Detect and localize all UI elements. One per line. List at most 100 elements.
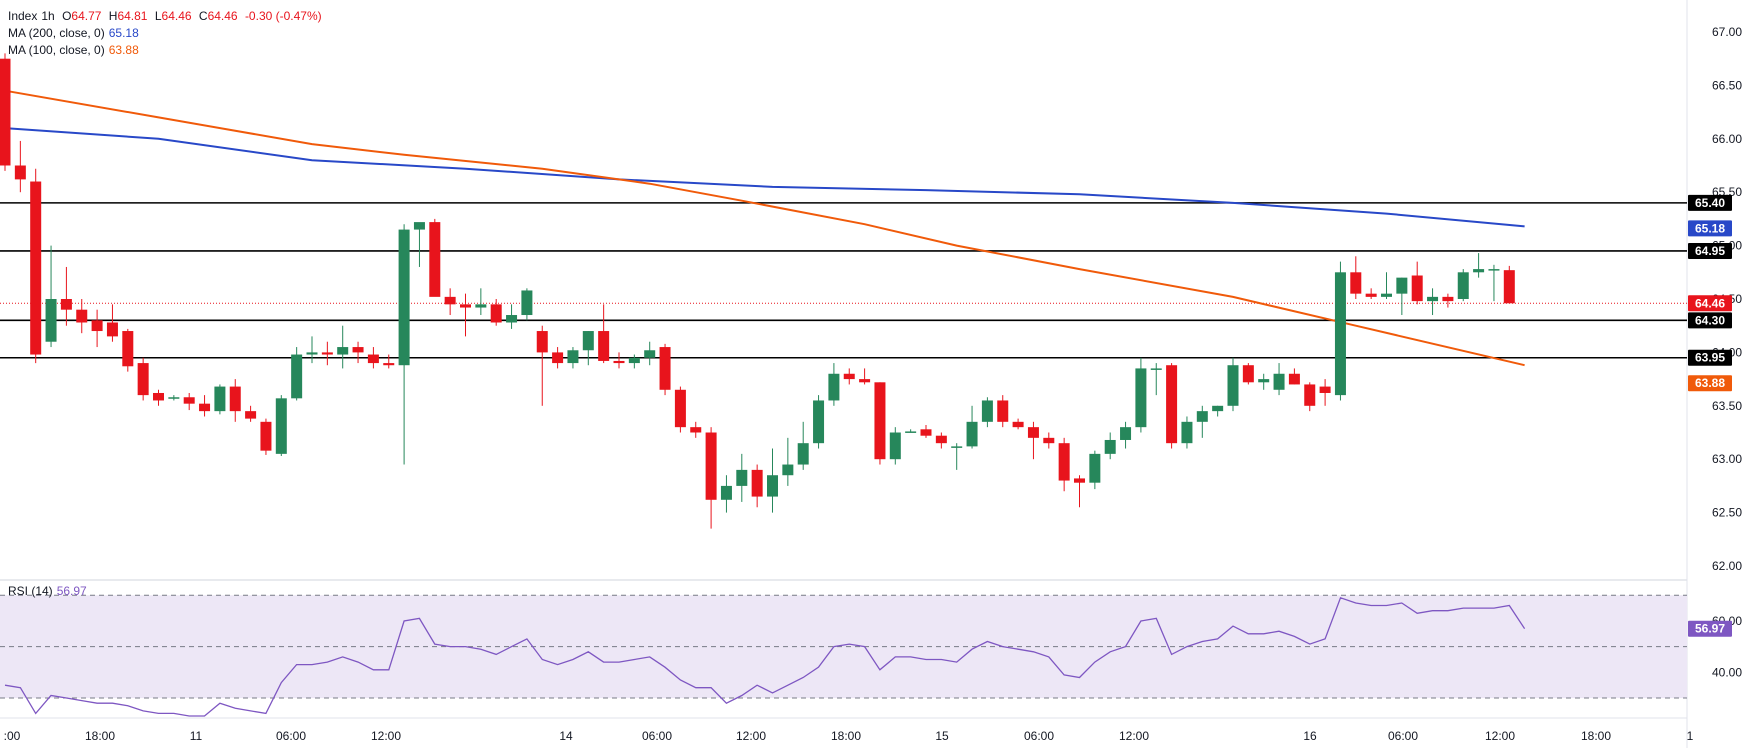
candle — [951, 443, 963, 470]
candle — [1150, 363, 1162, 396]
candle — [751, 464, 763, 508]
ma200-value: 65.18 — [108, 26, 139, 40]
candle — [1043, 432, 1055, 449]
candle-body — [1027, 427, 1039, 438]
candle-body — [1242, 365, 1254, 383]
candle — [460, 293, 471, 337]
candle — [45, 245, 57, 348]
candle — [874, 382, 886, 465]
level-tag-text: 64.30 — [1695, 313, 1725, 327]
candle-body — [429, 222, 441, 297]
candle — [1319, 379, 1331, 406]
candle-body — [398, 229, 410, 366]
candle — [153, 389, 164, 406]
candle — [1120, 421, 1132, 449]
candle — [1488, 264, 1500, 302]
candle-body — [1319, 386, 1331, 393]
time-tick-label: 06:00 — [1388, 729, 1418, 743]
candle — [1273, 363, 1285, 396]
time-tick-label: 12:00 — [736, 729, 766, 743]
candle-body — [1411, 275, 1423, 302]
candle-body — [521, 290, 533, 316]
candle-body — [1150, 368, 1162, 370]
candle-body — [183, 397, 195, 404]
time-tick-label: 16 — [1303, 729, 1317, 743]
candle — [843, 368, 855, 385]
candle — [1503, 265, 1515, 304]
candle — [429, 218, 441, 297]
candle-body — [337, 347, 349, 355]
candle — [1181, 416, 1193, 449]
price-tick-label: 67.00 — [1712, 25, 1742, 39]
candle-body — [582, 331, 594, 351]
candle-body — [229, 386, 241, 412]
candle-body — [935, 435, 947, 444]
candle-body — [981, 400, 993, 422]
price-tick-label: 63.50 — [1712, 399, 1742, 413]
candle-body — [889, 432, 901, 460]
time-tick-label: 18:00 — [1581, 729, 1611, 743]
candle — [1288, 368, 1300, 385]
candle-body — [1089, 453, 1101, 483]
candle — [337, 325, 349, 369]
candle-body — [490, 304, 502, 323]
high-value: 64.81 — [117, 9, 148, 23]
candle-body — [413, 222, 425, 230]
time-tick-label: 14 — [559, 729, 573, 743]
candle — [767, 448, 778, 513]
candle — [552, 347, 564, 369]
candle-body — [1273, 373, 1285, 390]
candle-body — [1212, 405, 1224, 412]
candle-body — [767, 475, 778, 497]
candle-body — [1365, 293, 1377, 297]
candle — [506, 304, 518, 329]
candle-body — [1227, 365, 1239, 406]
candle-body — [951, 446, 963, 448]
candle — [367, 347, 379, 369]
candle-body — [1488, 269, 1500, 271]
rsi-value: 56.97 — [56, 584, 87, 598]
close-value: 64.46 — [207, 9, 238, 23]
candle — [60, 266, 72, 326]
candle-body — [1135, 368, 1147, 428]
candle-body — [920, 429, 932, 436]
time-tick-label: :00 — [4, 729, 21, 743]
candle-body — [91, 320, 103, 332]
candle — [1304, 382, 1316, 412]
candle-body — [874, 382, 886, 460]
price-tick-label: 66.00 — [1712, 132, 1742, 146]
candle-body — [199, 403, 211, 412]
candle — [1396, 277, 1408, 316]
candle-body — [352, 347, 364, 353]
candle — [598, 304, 610, 364]
candle — [1227, 357, 1239, 412]
high-label: H — [108, 9, 118, 23]
candle — [1457, 269, 1469, 302]
candle-body — [613, 360, 625, 364]
candle-body — [736, 469, 748, 486]
candle — [106, 304, 118, 342]
candle — [0, 53, 11, 171]
rsi-label: RSI (14) — [8, 584, 53, 598]
ma200-line — [4, 127, 1525, 228]
candle — [997, 395, 1009, 428]
candle — [245, 405, 257, 422]
candle — [1365, 288, 1377, 299]
candle — [1350, 256, 1362, 299]
candle — [674, 386, 686, 433]
candle-body — [690, 427, 702, 433]
candle-body — [1334, 272, 1346, 396]
candle — [1212, 405, 1224, 417]
time-tick-label: 11 — [190, 729, 203, 743]
time-tick-label: 06:00 — [642, 729, 672, 743]
legend-interval: 1h — [41, 9, 55, 23]
candle — [199, 395, 211, 417]
level-tag: 64.95 — [1688, 242, 1732, 259]
candle — [720, 475, 732, 513]
candle-body — [275, 398, 287, 454]
candle — [383, 354, 395, 369]
candle — [966, 405, 978, 449]
candle-body — [76, 309, 88, 323]
candle-body — [905, 431, 917, 433]
